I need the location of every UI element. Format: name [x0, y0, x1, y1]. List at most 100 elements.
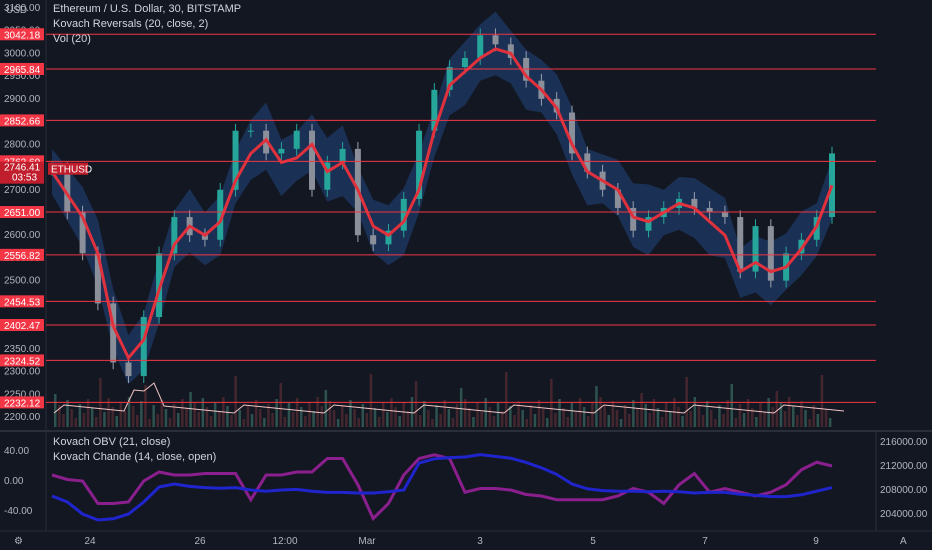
- volume-bar: [152, 405, 155, 427]
- volume-bar: [652, 399, 656, 427]
- candle-body: [645, 217, 652, 231]
- price-tick-label: 2950.00: [4, 71, 41, 82]
- volume-bar: [828, 418, 832, 427]
- volume-bar: [599, 397, 602, 427]
- volume-bar: [689, 411, 692, 427]
- volume-bar: [140, 401, 143, 427]
- auto-scale-button[interactable]: A: [900, 536, 907, 547]
- volume-bar: [361, 404, 364, 427]
- volume-bar: [189, 392, 192, 427]
- volume-bar: [591, 402, 594, 427]
- volume-bar: [636, 409, 639, 427]
- volume-bar: [697, 406, 701, 427]
- volume-bar: [648, 413, 651, 427]
- indicator-volume-label[interactable]: Vol (20): [53, 33, 91, 45]
- candle-body: [110, 303, 117, 363]
- volume-bar: [582, 407, 586, 427]
- volume-bar: [783, 411, 787, 427]
- volume-bar: [726, 400, 729, 427]
- volume-bar: [283, 417, 287, 427]
- level-tag-label: 2651.00: [4, 208, 41, 219]
- price-tick-label: 2500.00: [4, 276, 41, 287]
- volume-bar: [336, 419, 340, 427]
- volume-bar: [492, 416, 496, 427]
- volume-bar: [369, 374, 373, 427]
- volume-bar: [800, 401, 803, 427]
- time-tick-label: 9: [813, 536, 819, 547]
- price-tick-label: 2600.00: [4, 230, 41, 241]
- volume-bar: [349, 400, 352, 427]
- volume-bar: [295, 398, 299, 427]
- volume-bar: [402, 402, 405, 427]
- volume-bar: [714, 419, 717, 427]
- volume-bar: [324, 390, 328, 427]
- volume-bar: [734, 418, 738, 427]
- volume-bar: [148, 419, 151, 427]
- volume-bar: [263, 418, 266, 427]
- volume-bar: [82, 413, 86, 427]
- time-tick-label: 5: [590, 536, 596, 547]
- volume-bar: [308, 402, 311, 427]
- indicator-reversals-label[interactable]: Kovach Reversals (20, close, 2): [53, 18, 209, 30]
- current-price-tag: [0, 161, 44, 184]
- oscillator-legend: Kovach OBV (21, close) Kovach Chande (14…: [53, 435, 216, 465]
- level-tag: [0, 28, 44, 41]
- candle-body: [232, 130, 239, 190]
- volume-bar: [328, 401, 332, 427]
- volume-bar: [759, 403, 762, 427]
- price-tick-label: 2200.00: [4, 412, 41, 423]
- volume-bar: [738, 404, 742, 427]
- volume-bar: [763, 412, 766, 427]
- volume-bar: [226, 406, 229, 427]
- volume-bar: [209, 416, 213, 427]
- candle-body: [752, 226, 759, 272]
- time-tick-label: 12:00: [272, 536, 297, 547]
- volume-bar: [254, 400, 258, 427]
- candle-body: [706, 207, 713, 213]
- candle-body: [492, 35, 499, 45]
- volume-bar: [271, 413, 274, 427]
- volume-bar: [304, 416, 307, 427]
- volume-bar: [656, 408, 660, 427]
- volume-bar: [623, 405, 627, 427]
- candle-body: [400, 198, 407, 231]
- candle-body: [79, 212, 86, 254]
- volume-bar: [587, 416, 590, 427]
- volume-bar: [792, 406, 795, 427]
- level-tag: [0, 318, 44, 331]
- candle-body: [569, 112, 575, 154]
- volume-bar: [177, 413, 180, 427]
- candle-body: [767, 226, 774, 281]
- obv-tick-label: 204000.00: [880, 509, 928, 520]
- candle-body: [630, 207, 637, 231]
- level-tag: [0, 62, 44, 75]
- volume-bar: [386, 412, 389, 427]
- candle-body: [721, 212, 728, 218]
- level-tag-label: 2402.47: [4, 321, 41, 332]
- level-tag: [0, 295, 44, 308]
- indicator-chande-label[interactable]: Kovach Chande (14, close, open): [53, 451, 217, 463]
- volume-bar: [746, 399, 750, 427]
- price-tick-label: 3000.00: [4, 48, 41, 59]
- volume-bar: [468, 408, 471, 427]
- volume-bar: [464, 399, 467, 427]
- volume-bar: [771, 407, 774, 427]
- indicator-obv-label[interactable]: Kovach OBV (21, close): [53, 436, 171, 448]
- candle-body: [507, 44, 514, 58]
- price-tick-label: 2800.00: [4, 139, 41, 150]
- volume-bar: [185, 408, 188, 427]
- settings-icon[interactable]: ⚙: [14, 536, 23, 547]
- volume-bar: [615, 410, 619, 427]
- level-tag: [0, 354, 44, 367]
- volume-bar: [796, 415, 799, 427]
- price-tick-label: 3100.00: [4, 3, 41, 14]
- time-tick-label: 24: [84, 536, 96, 547]
- volume-bar: [54, 394, 57, 427]
- time-tick-label: 26: [194, 536, 206, 547]
- level-tag-label: 2232.12: [4, 398, 41, 409]
- candle-body: [461, 57, 468, 68]
- candle-body: [431, 89, 438, 131]
- symbol-tag: [48, 162, 88, 175]
